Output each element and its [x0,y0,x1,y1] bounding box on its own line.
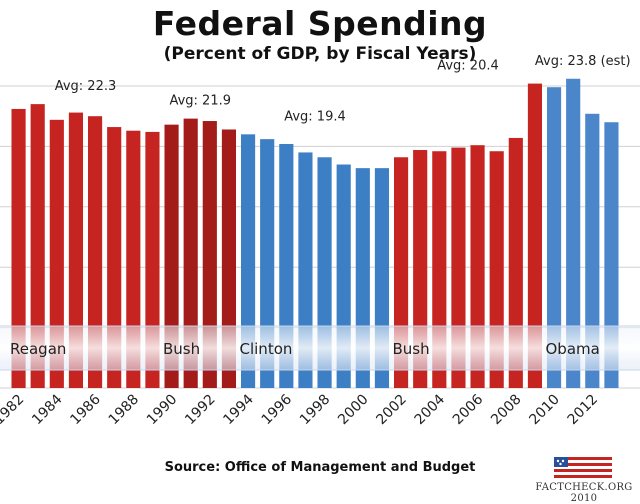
avg-annotation: Avg: 21.9 [169,94,231,109]
x-tick-label: 1994 [220,391,257,428]
bar-1983 [30,104,45,389]
avg-annotation: Avg: 20.4 [437,59,499,74]
president-label: Obama [546,340,600,358]
chart-title: Federal Spending [152,4,488,43]
x-tick-label: 2004 [412,391,449,428]
chart-source: Source: Office of Management and Budget [164,460,476,475]
bar-1991 [183,118,198,388]
x-tick-label: 1982 [0,392,27,429]
x-tick-label: 1992 [182,392,219,429]
bar-1992 [202,121,217,389]
factcheck-logo: FACTCHECK.ORG 2010 [530,452,638,504]
x-tick-label: 2000 [335,392,372,429]
bar-2010 [546,87,562,388]
x-tick-label: 1996 [259,391,296,428]
avg-annotation: Avg: 19.4 [284,109,346,124]
flag-icon [554,457,612,478]
president-label: Reagan [10,340,66,358]
bar-2008 [508,137,523,388]
x-tick-label: 2010 [526,392,563,429]
bar-1985 [68,112,84,389]
x-tick-label: 1998 [297,392,334,429]
bar-1986 [87,116,103,388]
president-label: Bush [393,340,430,358]
chart-subtitle: (Percent of GDP, by Fiscal Years) [163,44,477,64]
bar-1988 [126,130,141,389]
x-tick-label: 2002 [373,392,410,429]
bar-1987 [107,127,122,389]
bar-2009 [527,83,543,389]
x-tick-label: 1988 [106,392,143,429]
bar-1984 [49,119,64,388]
x-tick-label: 1984 [29,391,66,428]
x-tick-label: 1990 [144,392,181,429]
x-tick-label: 2012 [565,392,602,429]
bar-1994 [240,134,256,388]
x-tick-label: 1986 [67,391,104,428]
avg-annotation: Avg: 22.3 [55,79,117,94]
bar-1993 [221,129,237,388]
x-tick-label: 2008 [488,392,525,429]
avg-annotation: Avg: 23.8 (est) [535,54,631,69]
bar-2012 [585,113,600,388]
bar-2011 [566,78,581,388]
x-tick-label: 2006 [450,391,487,428]
bar-1990 [164,124,179,388]
president-label: Bush [163,340,200,358]
president-label: Clinton [240,340,293,358]
bar-1982 [11,108,26,389]
president-band [0,326,640,370]
bar-1989 [145,131,160,389]
bar-2013 [604,122,619,389]
logo-text: FACTCHECK.ORG 2010 [535,482,633,504]
